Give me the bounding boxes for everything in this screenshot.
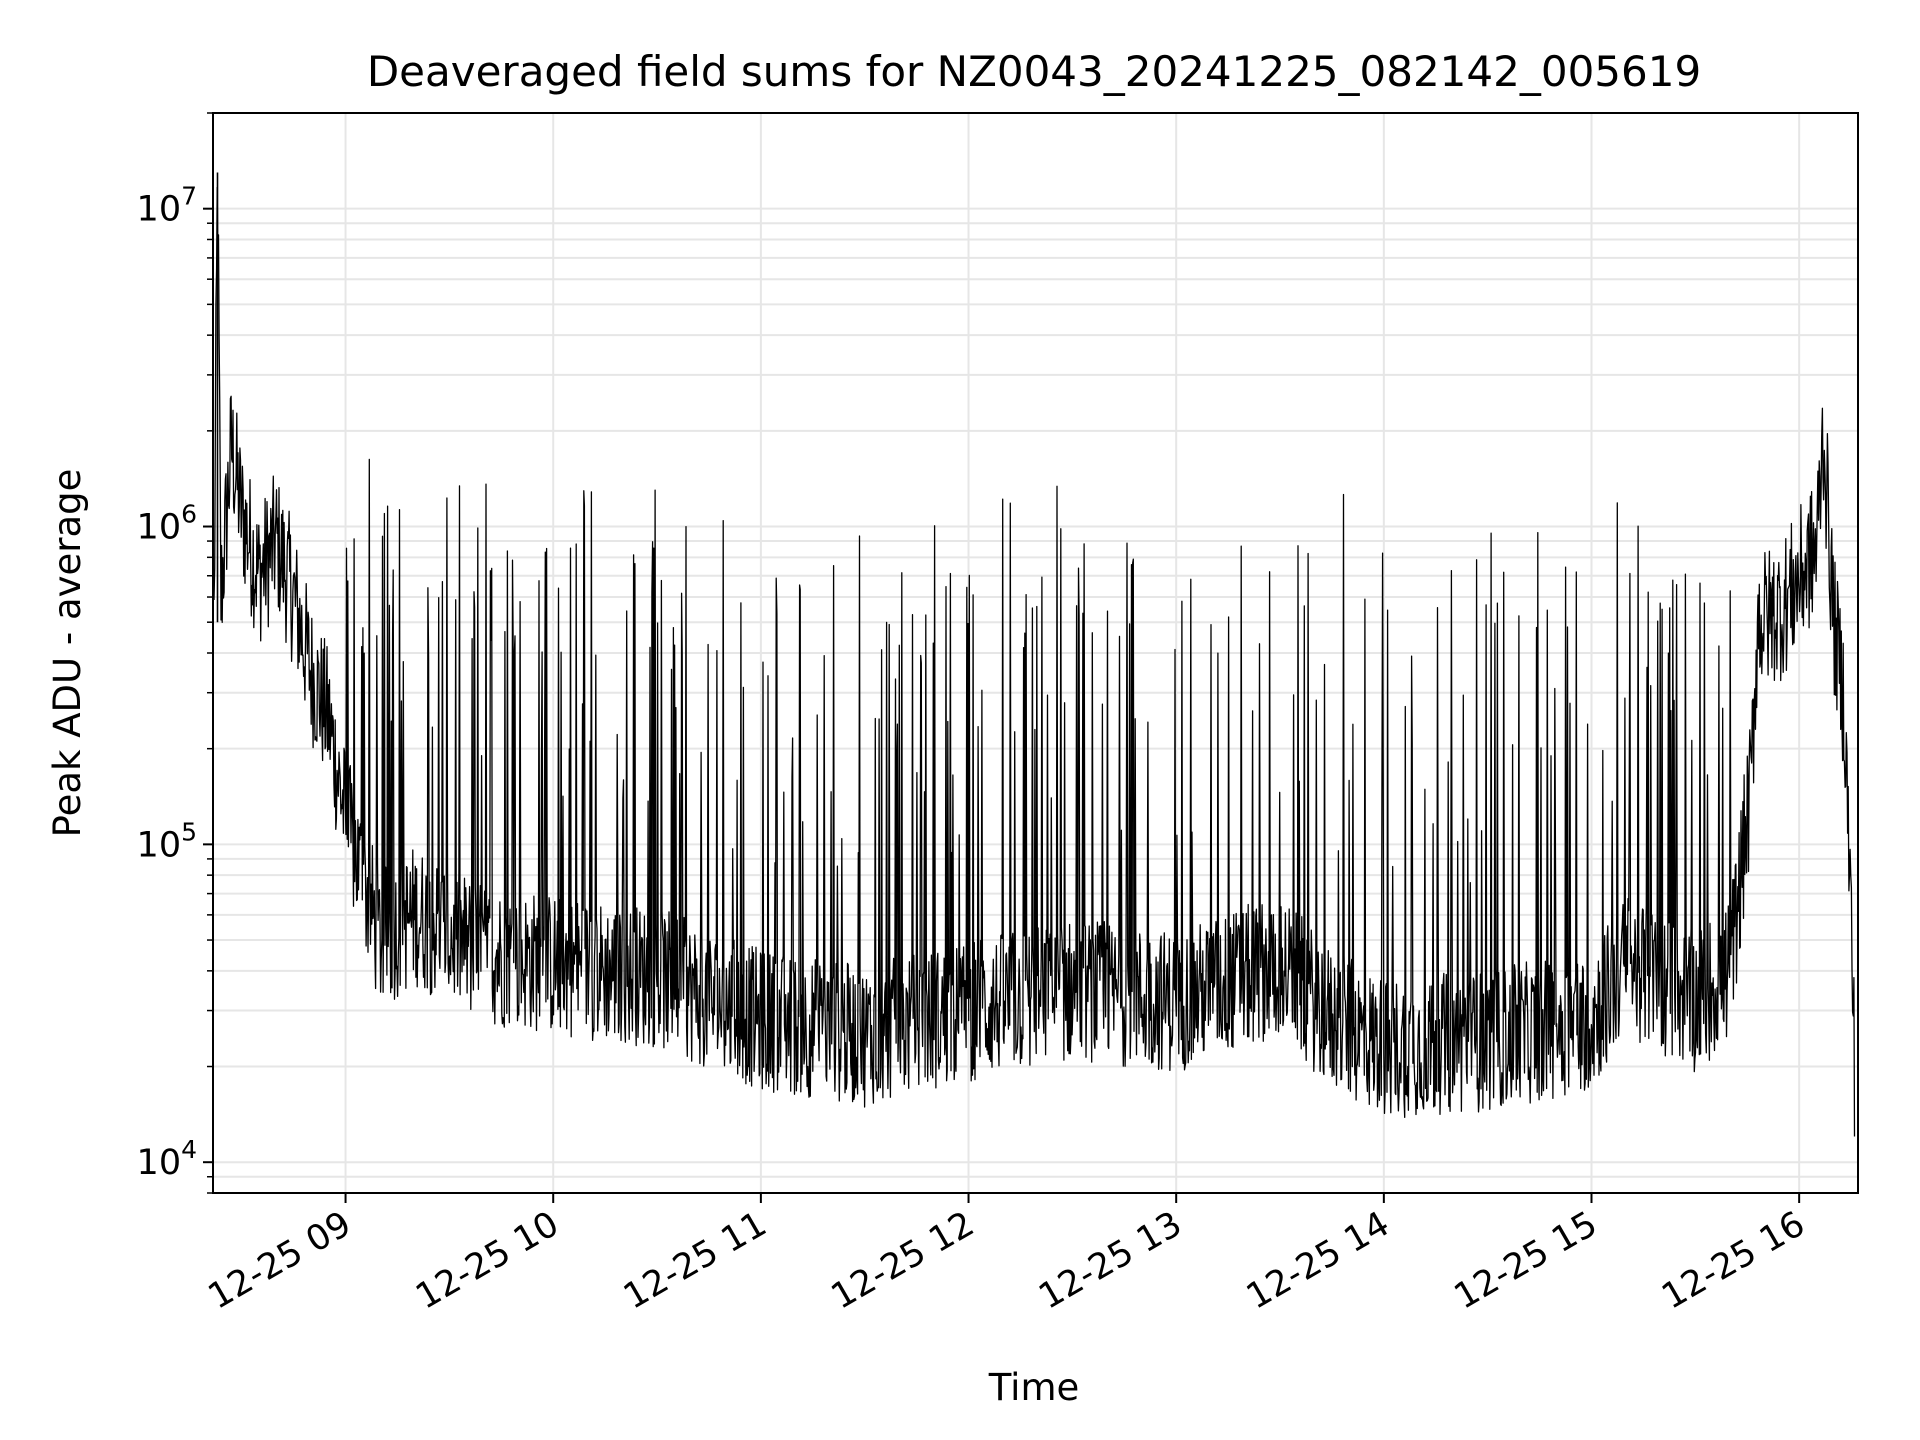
x-axis-label: Time <box>988 1366 1080 1409</box>
series-line <box>213 186 1856 1137</box>
data-layer <box>213 172 1856 1137</box>
y-tick-label: 104 <box>137 1135 197 1183</box>
y-axis: 104 105 106 107 <box>137 112 213 1194</box>
y-tick-label: 107 <box>137 182 197 230</box>
chart-title: Deaveraged field sums for NZ0043_2024122… <box>367 47 1701 96</box>
y-tick-label: 106 <box>137 500 197 548</box>
y-axis-label: Peak ADU - average <box>46 469 89 838</box>
y-tick-label: 105 <box>137 817 197 865</box>
